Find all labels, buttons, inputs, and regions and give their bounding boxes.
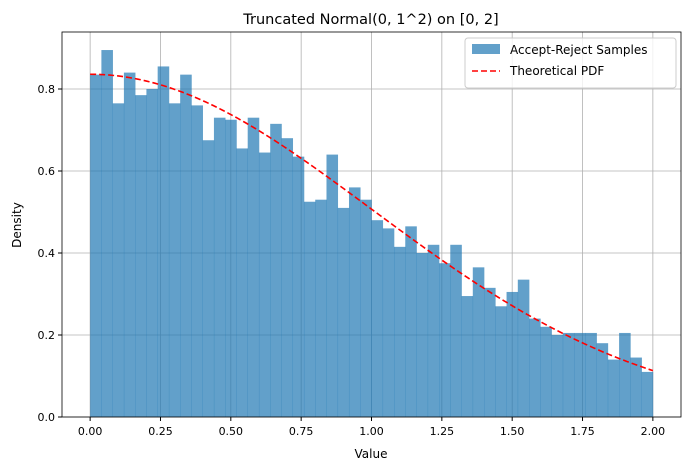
- histogram-bar: [157, 66, 170, 418]
- histogram-bar: [472, 267, 485, 417]
- histogram-bar: [213, 117, 226, 417]
- histogram-bar: [191, 105, 203, 417]
- histogram-bars: [90, 50, 654, 418]
- y-ticks: 0.0 0.2 0.4 0.6 0.8: [38, 83, 62, 424]
- histogram-bar: [562, 332, 575, 417]
- histogram-bar: [326, 154, 339, 417]
- histogram-bar: [585, 332, 597, 417]
- legend-label-pdf: Theoretical PDF: [509, 64, 604, 78]
- y-tick-label: 0.2: [38, 329, 56, 342]
- x-tick-label: 1.75: [570, 425, 595, 438]
- legend: Accept-Reject Samples Theoretical PDF: [464, 37, 677, 89]
- y-tick-label: 0.4: [38, 247, 56, 260]
- histogram-bar: [484, 287, 496, 417]
- histogram-bar: [281, 138, 294, 418]
- histogram-bar: [101, 50, 113, 418]
- histogram-bar: [607, 359, 620, 417]
- histogram-bar: [461, 296, 474, 417]
- histogram-bar: [394, 246, 406, 417]
- y-tick-label: 0.0: [38, 411, 56, 424]
- histogram-bar: [303, 201, 316, 417]
- histogram-bar: [123, 72, 136, 417]
- y-tick-label: 0.8: [38, 83, 56, 96]
- histogram-bar: [247, 117, 260, 417]
- pdf-line: [90, 73, 654, 372]
- histogram-bar: [258, 152, 271, 417]
- x-tick-label: 1.50: [500, 425, 525, 438]
- histogram-bar: [202, 140, 215, 418]
- histogram-bar: [540, 326, 552, 417]
- legend-label-histogram: Accept-Reject Samples: [510, 43, 648, 57]
- histogram-bar: [382, 228, 395, 417]
- histogram-bar: [135, 95, 147, 418]
- x-tick-label: 0.50: [219, 425, 244, 438]
- x-tick-label: 2.00: [641, 425, 666, 438]
- histogram-bar: [517, 279, 530, 417]
- x-axis-label: Value: [355, 447, 388, 461]
- histogram-bar: [596, 343, 609, 417]
- histogram-bar: [495, 306, 507, 417]
- histogram-bar: [112, 103, 125, 417]
- x-tick-label: 0.00: [78, 425, 103, 438]
- histogram-bar: [405, 226, 417, 417]
- histogram-bar: [529, 318, 541, 417]
- histogram-bar: [315, 199, 327, 417]
- histogram-bar: [641, 371, 654, 417]
- x-ticks: 0.00 0.25 0.50 0.75 1.00 1.25 1.50 1.75 2.00: [78, 417, 665, 438]
- histogram-bar: [360, 199, 372, 417]
- histogram-bar: [90, 74, 102, 417]
- histogram-bar: [270, 123, 282, 418]
- histogram-bar: [574, 332, 586, 417]
- x-tick-label: 1.25: [430, 425, 455, 438]
- histogram-bar: [427, 244, 440, 417]
- x-tick-label: 1.00: [359, 425, 384, 438]
- histogram-bar: [551, 334, 564, 417]
- histogram-bar: [236, 148, 248, 417]
- x-tick-label: 0.75: [289, 425, 314, 438]
- histogram-bar: [292, 156, 305, 417]
- histogram-bar: [416, 252, 429, 417]
- histogram-bar: [225, 119, 237, 417]
- histogram-bar: [450, 244, 462, 417]
- histogram-bar: [619, 332, 631, 417]
- chart-title: Truncated Normal(0, 1^2) on [0, 2]: [242, 12, 498, 28]
- y-axis-label: Density: [10, 202, 24, 248]
- histogram-bar: [630, 357, 642, 417]
- histogram-bar: [168, 103, 181, 417]
- histogram-bar: [337, 207, 350, 417]
- histogram-bar: [371, 220, 384, 417]
- histogram-bar: [439, 263, 451, 417]
- histogram-bar: [348, 187, 361, 417]
- legend-patch-histogram: [472, 44, 500, 54]
- y-tick-label: 0.6: [38, 165, 56, 178]
- histogram-bar: [506, 291, 519, 417]
- histogram-bar: [180, 74, 192, 417]
- legend-box: [464, 37, 677, 89]
- histogram-bar: [146, 88, 158, 417]
- x-tick-label: 0.25: [148, 425, 173, 438]
